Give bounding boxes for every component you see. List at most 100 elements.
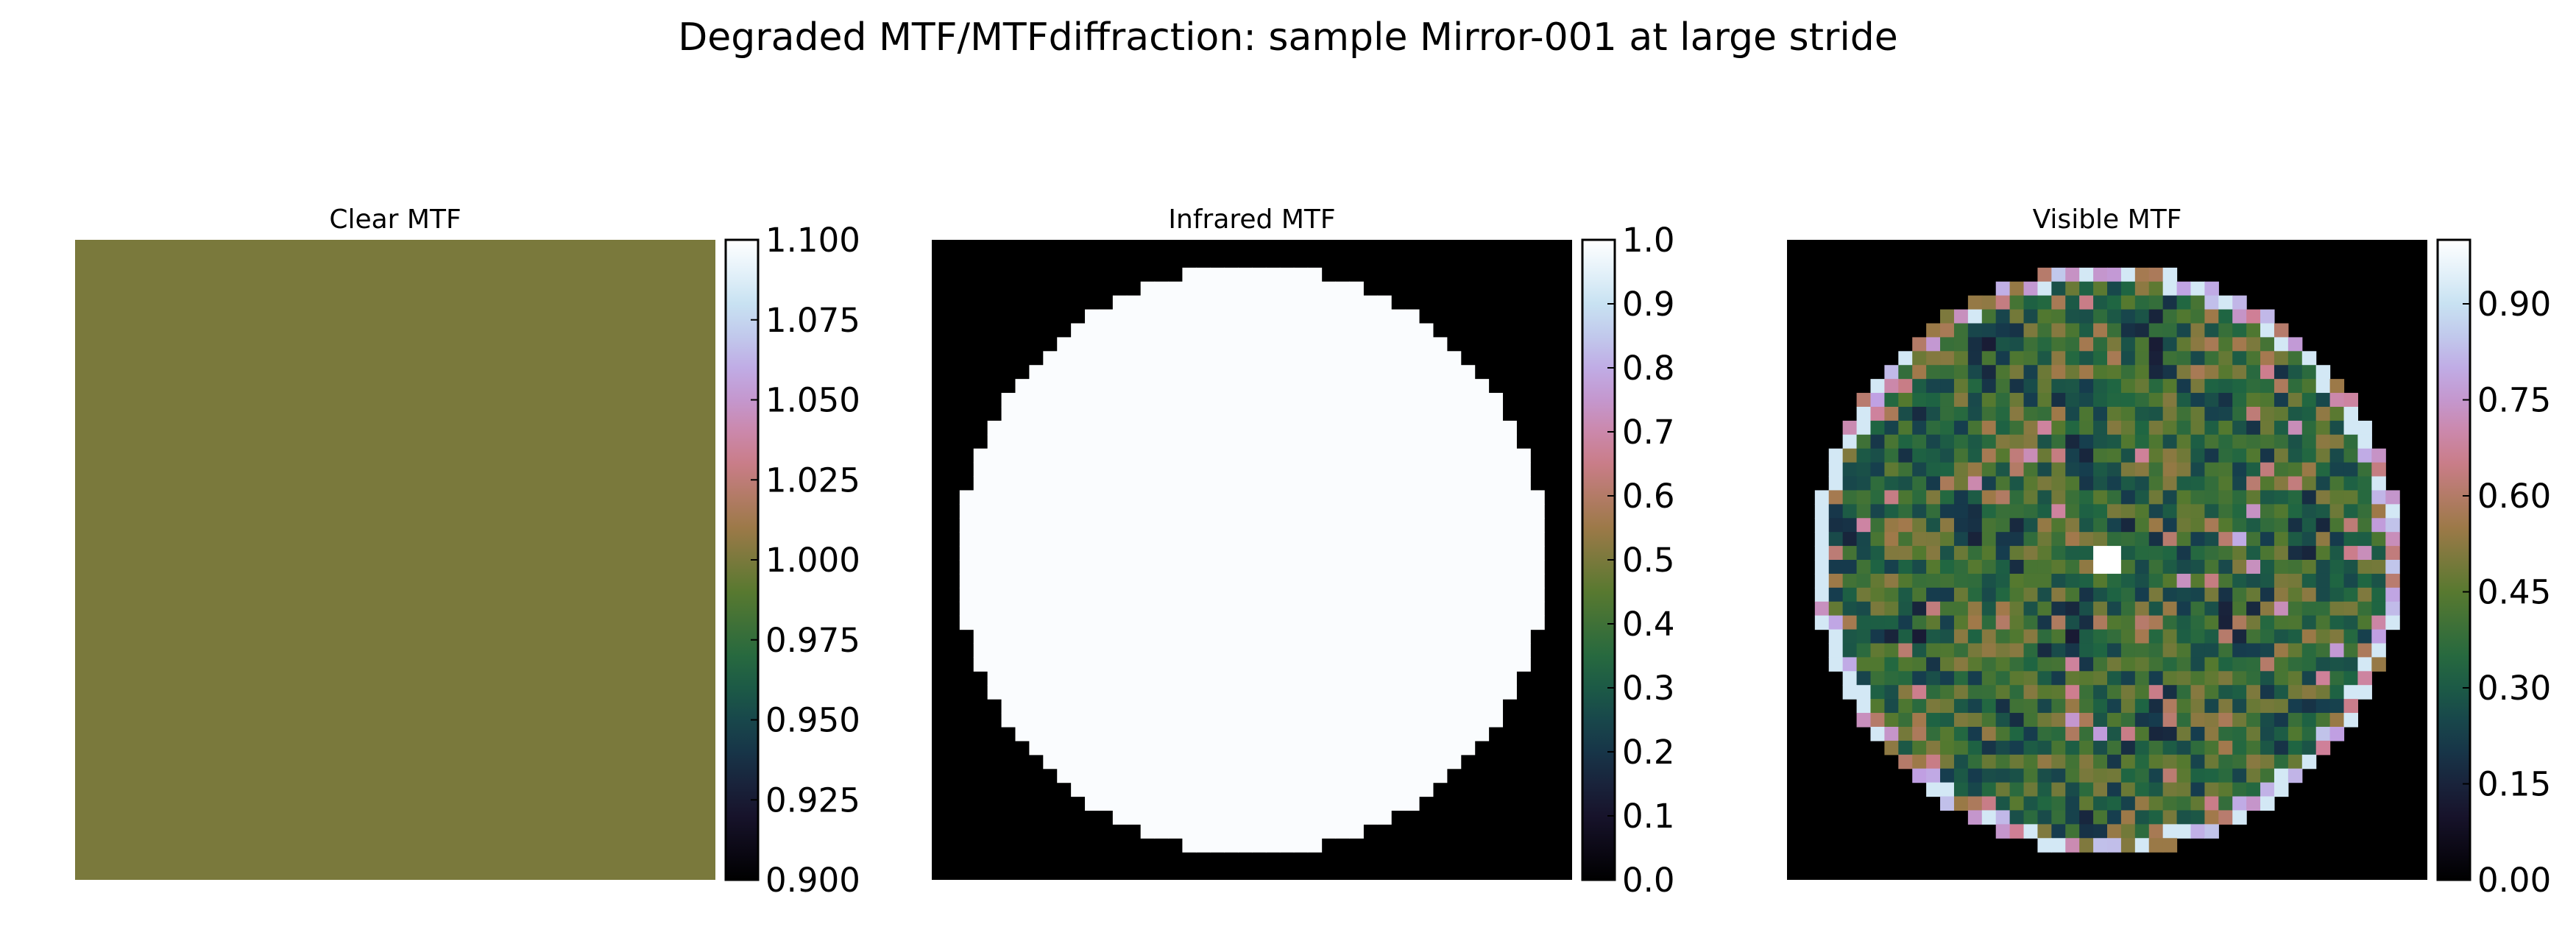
heatmap-cell [1377, 726, 1392, 742]
heatmap-cell [1029, 629, 1044, 644]
heatmap-cell [987, 685, 1002, 700]
heatmap-cell [2065, 295, 2080, 310]
heatmap-cell [1252, 699, 1267, 714]
heatmap-cell [2079, 713, 2094, 728]
heatmap-cell [1967, 657, 1983, 672]
heatmap-cell [2204, 295, 2219, 310]
heatmap-cell [1057, 532, 1072, 547]
heatmap-cell [1140, 796, 1156, 811]
heatmap-cell [2371, 643, 2386, 658]
heatmap-cell [2343, 406, 2359, 422]
heatmap-cell [1071, 657, 1086, 672]
heatmap-cell [2329, 476, 2345, 491]
heatmap-cell [1418, 671, 1434, 686]
heatmap-cell [1446, 476, 1462, 491]
heatmap-cell [1279, 782, 1295, 797]
heatmap-cell [1967, 351, 1983, 366]
heatmap-cell [2204, 726, 2219, 742]
heatmap-cell [2162, 490, 2178, 505]
heatmap-cell [1940, 518, 1955, 533]
heatmap-cell [1418, 434, 1434, 449]
colorbar: 0.9000.9250.9500.9751.0001.0251.0501.075… [724, 221, 860, 900]
heatmap-cell [1446, 406, 1462, 422]
heatmap-cell [973, 462, 988, 477]
heatmap-cell [1154, 490, 1170, 505]
heatmap-cell [1015, 448, 1030, 463]
colorbar-tick-label: 1.075 [765, 301, 860, 340]
heatmap-cell [2176, 295, 2192, 310]
heatmap-cell [1432, 573, 1448, 589]
heatmap-cell [2148, 685, 2164, 700]
heatmap-cell [2023, 518, 2039, 533]
heatmap-cell [2009, 615, 2025, 630]
heatmap-cell [1432, 420, 1448, 436]
heatmap-cell [1029, 393, 1044, 408]
heatmap-cell [1516, 573, 1531, 589]
heatmap-cell [1196, 643, 1211, 658]
heatmap-cell [2023, 295, 2039, 310]
heatmap-cell [1981, 560, 1997, 575]
heatmap-cell [1279, 615, 1295, 630]
heatmap-cell [1071, 740, 1086, 756]
heatmap-cell [1154, 573, 1170, 589]
heatmap-cell [2190, 295, 2205, 310]
heatmap-cell [2260, 629, 2275, 644]
heatmap-cell [1446, 504, 1462, 519]
heatmap-cell [1995, 671, 2011, 686]
heatmap-cell [2260, 393, 2275, 408]
heatmap-cell [2037, 448, 2052, 463]
heatmap-cell [1279, 726, 1295, 742]
heatmap-cell [2232, 448, 2247, 463]
heatmap-cell [2107, 601, 2122, 616]
heatmap-cell [2037, 671, 2052, 686]
heatmap-cell [1085, 532, 1100, 547]
heatmap-cell [2287, 740, 2303, 756]
heatmap-cell [1182, 601, 1197, 616]
heatmap-cell [2190, 448, 2205, 463]
heatmap-cell [2204, 560, 2219, 575]
heatmap-cell [1474, 379, 1490, 394]
heatmap-cell [2287, 685, 2303, 700]
heatmap-cell [2246, 546, 2261, 561]
heatmap-cell [2246, 518, 2261, 533]
heatmap-cell [1967, 740, 1983, 756]
heatmap-cell [1418, 546, 1434, 561]
heatmap-cell [2232, 699, 2247, 714]
heatmap-cell [1140, 504, 1156, 519]
heatmap-cell [1085, 490, 1100, 505]
heatmap-cell [2315, 643, 2331, 658]
heatmap-cell [1112, 490, 1128, 505]
heatmap-cell [2079, 740, 2094, 756]
heatmap-cell [973, 476, 988, 491]
heatmap-cell [2009, 295, 2025, 310]
heatmap-cell [2232, 685, 2247, 700]
heatmap-cell [2009, 643, 2025, 658]
heatmap-cell [1995, 685, 2011, 700]
heatmap-cell [2260, 560, 2275, 575]
heatmap-cell [2190, 587, 2205, 603]
heatmap-cell [1252, 740, 1267, 756]
heatmap-cell [1418, 462, 1434, 477]
heatmap-cell [1279, 267, 1295, 282]
heatmap-cell [1196, 309, 1211, 324]
heatmap-cell [2274, 546, 2289, 561]
heatmap-cell [1279, 713, 1295, 728]
heatmap-cell [1182, 490, 1197, 505]
heatmap-cell [2079, 476, 2094, 491]
heatmap-cell [2134, 351, 2150, 366]
heatmap-cell [1953, 393, 1969, 408]
heatmap-cell [2343, 671, 2359, 686]
heatmap-cell [1057, 420, 1072, 436]
heatmap-cell [987, 518, 1002, 533]
heatmap-cell [2204, 518, 2219, 533]
heatmap-cell [1043, 379, 1058, 394]
heatmap-cell [1293, 393, 1309, 408]
heatmap-cell [1252, 351, 1267, 366]
heatmap-cell [1349, 337, 1364, 352]
heatmap-cell [1349, 601, 1364, 616]
heatmap-cell [1279, 601, 1295, 616]
heatmap-cell [1126, 323, 1142, 338]
heatmap-cell [1196, 462, 1211, 477]
heatmap-cell [1307, 726, 1323, 742]
heatmap-cell [1460, 671, 1476, 686]
